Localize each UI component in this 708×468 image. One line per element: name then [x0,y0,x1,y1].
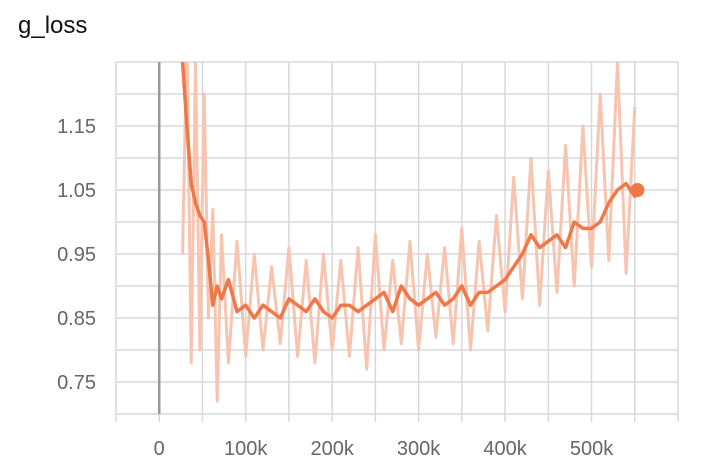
y-tick-label: 0.85 [57,308,96,330]
x-tick-label: 500k [570,438,614,460]
x-tick-label: 100k [224,438,268,460]
smoothed-series [180,62,645,320]
x-tick-labels: 0 100k 200k 300k 400k 500k [154,438,615,460]
chart-title: g_loss [18,12,88,39]
x-tick-label: 200k [310,438,354,460]
y-tick-label: 1.15 [57,116,96,138]
y-tick-label: 0.75 [57,372,96,394]
last-point-marker[interactable] [630,183,645,197]
y-tick-label: 1.05 [57,180,96,202]
raw-series-line [181,62,637,403]
raw-series [181,62,637,403]
x-tick-label: 300k [397,438,441,460]
y-tick-label: 0.95 [57,244,96,266]
smoothed-series-line [180,62,640,320]
x-tick-label: 0 [154,438,165,460]
x-tick-label: 400k [483,438,527,460]
y-tick-labels: 0.75 0.85 0.95 1.05 1.15 [57,116,96,394]
